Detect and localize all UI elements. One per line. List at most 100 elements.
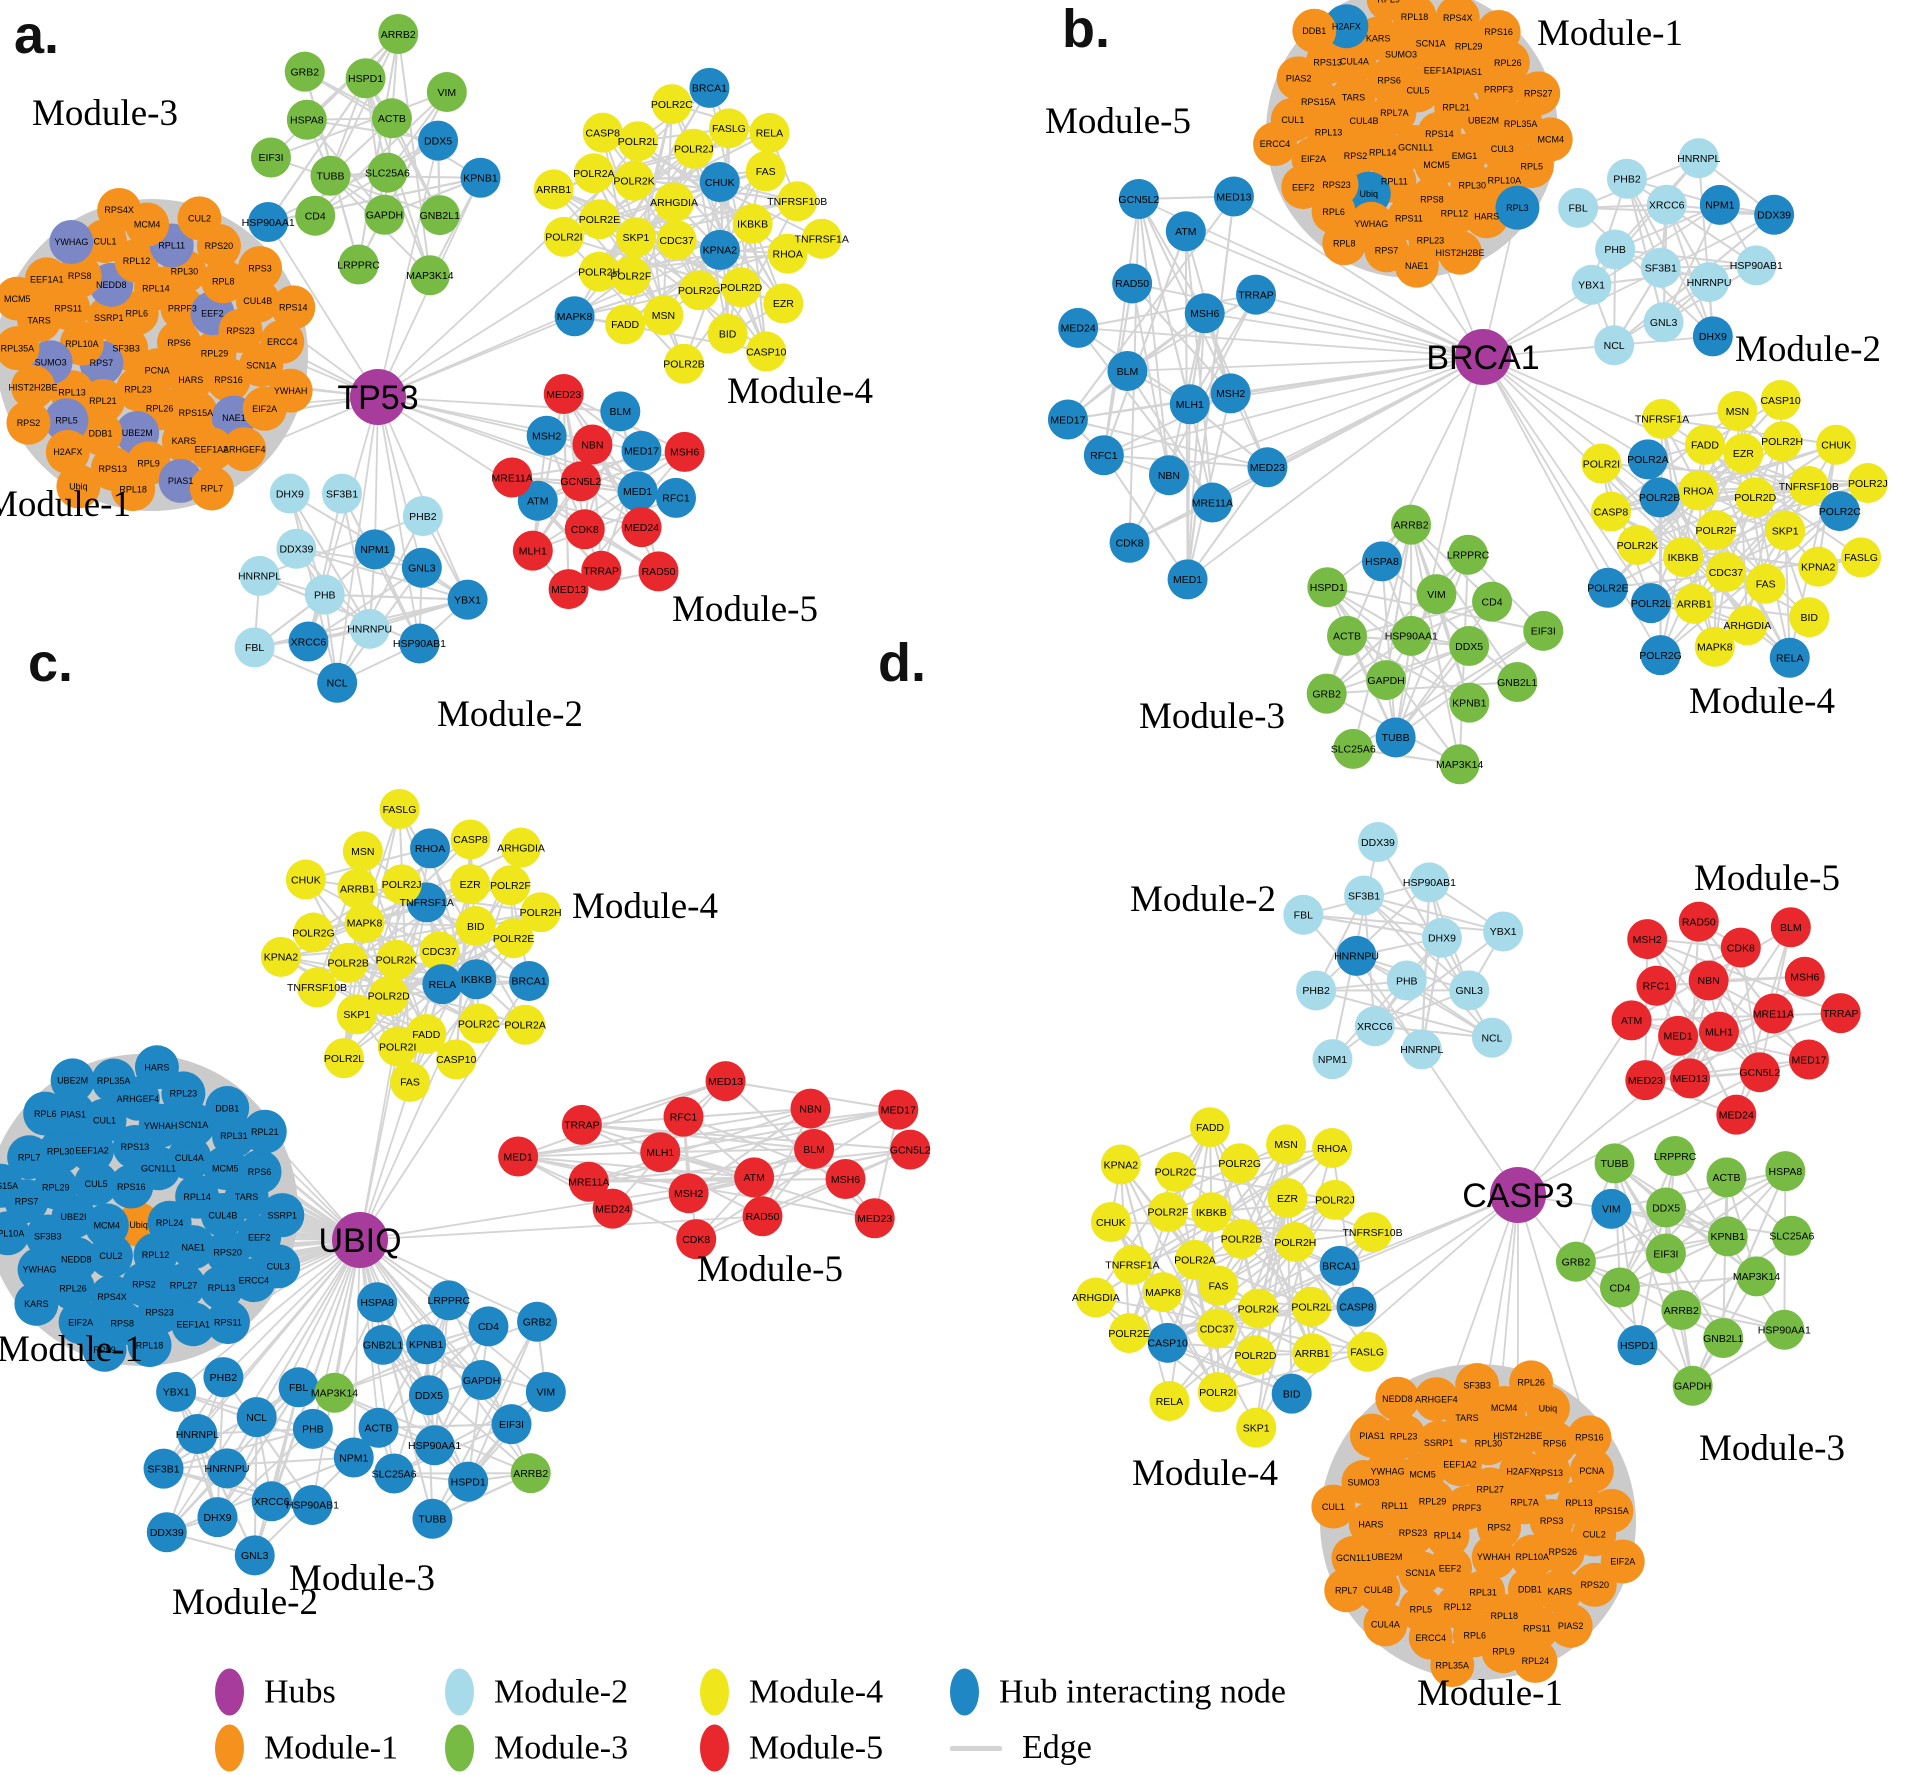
- node-label: ARRB2: [513, 1468, 548, 1480]
- node: [134, 1045, 179, 1090]
- edge: [532, 496, 677, 552]
- edge: [1186, 404, 1191, 580]
- node: [171, 1302, 216, 1347]
- node-label: TNFRSF1A: [795, 233, 849, 245]
- node-label: DDX39: [279, 544, 313, 556]
- node: [1184, 293, 1225, 334]
- node-label: ACTB: [1712, 1172, 1740, 1184]
- node: [127, 1323, 172, 1368]
- node: [1416, 1420, 1461, 1465]
- node-label: RPL7A: [1510, 1497, 1539, 1507]
- node-label: KARS: [1366, 34, 1391, 44]
- node: [1587, 567, 1628, 608]
- edge: [1615, 248, 1757, 267]
- node: [605, 304, 646, 345]
- node: [493, 918, 534, 959]
- node: [1523, 610, 1564, 651]
- node-label: TNFRSF10B: [1343, 1227, 1403, 1239]
- node-label: CASP8: [586, 127, 621, 139]
- node: [1112, 263, 1153, 304]
- node-label: HARS: [1474, 212, 1499, 222]
- node-label: CHUK: [1821, 440, 1851, 452]
- node-label: NBN: [1698, 975, 1720, 987]
- node-label: ACTB: [365, 1423, 393, 1435]
- node-label: MED1: [504, 1151, 533, 1163]
- node: [1678, 138, 1719, 179]
- legend-item: Edge: [950, 1729, 1092, 1767]
- node-label: RPL6: [34, 1109, 57, 1119]
- node-label: DHX9: [1428, 932, 1456, 944]
- edge: [1394, 601, 1493, 739]
- nodes-layer-c: [0, 788, 931, 1576]
- node-label: EEF2: [201, 308, 224, 318]
- node-label: RPL8: [1333, 238, 1356, 248]
- edge: [307, 493, 343, 642]
- node: [1401, 1029, 1442, 1070]
- node-label: HSP90AA1: [408, 1440, 461, 1452]
- node-label: FASLG: [1350, 1346, 1384, 1358]
- node-label: HSPA8: [1365, 556, 1399, 568]
- edge: [1363, 894, 1504, 933]
- node-label: RPS13: [1535, 1468, 1564, 1478]
- node: [1197, 1372, 1238, 1413]
- node-label: HNRNPU: [205, 1463, 250, 1475]
- module-label: Module-1: [0, 484, 131, 525]
- node: [1528, 117, 1573, 162]
- node-label: RPL31: [1469, 1587, 1497, 1597]
- node-label: POLR2K: [376, 955, 417, 967]
- hub-edge: [1355, 955, 1519, 1196]
- node: [1739, 1052, 1780, 1093]
- node: [0, 276, 40, 321]
- node: [1594, 1143, 1635, 1184]
- edge: [588, 1107, 811, 1183]
- node-label: MED23: [1628, 1075, 1663, 1087]
- node: [468, 1306, 509, 1347]
- node-label: DDX39: [1757, 210, 1791, 222]
- node-label: POLR2A: [1627, 454, 1668, 466]
- node-label: EEF2: [1292, 182, 1315, 192]
- node-label: Ubiq: [129, 1220, 148, 1230]
- node: [381, 864, 422, 905]
- node: [286, 99, 327, 140]
- legend-item: Module-4: [700, 1668, 883, 1716]
- node: [1625, 1060, 1666, 1101]
- node: [44, 398, 89, 443]
- node-label: VIM: [437, 87, 456, 99]
- node-label: CUL5: [1406, 86, 1429, 96]
- node: [1314, 1179, 1355, 1220]
- node-label: RPL29: [42, 1183, 70, 1193]
- node: [801, 218, 842, 259]
- node: [390, 1061, 431, 1102]
- panel-letter-c: c.: [28, 633, 74, 693]
- edge: [1636, 1234, 1793, 1346]
- node: [1291, 1286, 1332, 1327]
- node-label: HSP90AA1: [1385, 631, 1438, 643]
- node: [1275, 1221, 1316, 1262]
- node-label: ARHGEF4: [223, 444, 266, 454]
- node-label: LRPPRC: [1654, 1151, 1697, 1163]
- node: [1699, 184, 1740, 225]
- node-label: FAS: [1209, 1280, 1229, 1292]
- node-label: PCNA: [145, 366, 170, 376]
- node-label: SF3B3: [112, 344, 140, 354]
- node-label: RHOA: [415, 843, 445, 855]
- edge: [1302, 914, 1423, 1051]
- node-label: POLR2F: [1696, 525, 1737, 537]
- node: [1765, 1151, 1806, 1192]
- node: [1589, 1488, 1634, 1533]
- node: [1643, 302, 1684, 343]
- node-label: NEDD8: [61, 1254, 92, 1264]
- edge: [307, 566, 423, 643]
- node: [50, 1266, 95, 1311]
- node-label: FAS: [756, 166, 776, 178]
- node-label: GCN5L2: [890, 1144, 931, 1156]
- node-label: RPL10A: [1516, 1552, 1550, 1562]
- node: [1347, 1331, 1388, 1372]
- node-label: NCL: [1604, 340, 1625, 352]
- node-label: DDX39: [1361, 837, 1395, 849]
- edge: [1102, 198, 1140, 456]
- node-label: CDK8: [571, 524, 599, 536]
- node: [1394, 243, 1439, 288]
- node: [1439, 744, 1480, 785]
- node: [1449, 970, 1490, 1011]
